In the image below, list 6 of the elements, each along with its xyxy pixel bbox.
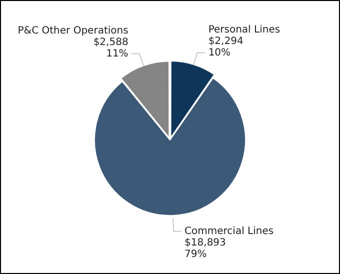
data-label: $18,893 79% xyxy=(184,238,226,260)
slice-label: Commercial Lines xyxy=(184,226,274,238)
data-label: $2,294 10% xyxy=(208,36,244,58)
data-label: $2,588 11% xyxy=(93,36,128,60)
slice-label: Personal Lines xyxy=(208,24,280,36)
slice-label: P&C Other Operations xyxy=(18,25,128,36)
